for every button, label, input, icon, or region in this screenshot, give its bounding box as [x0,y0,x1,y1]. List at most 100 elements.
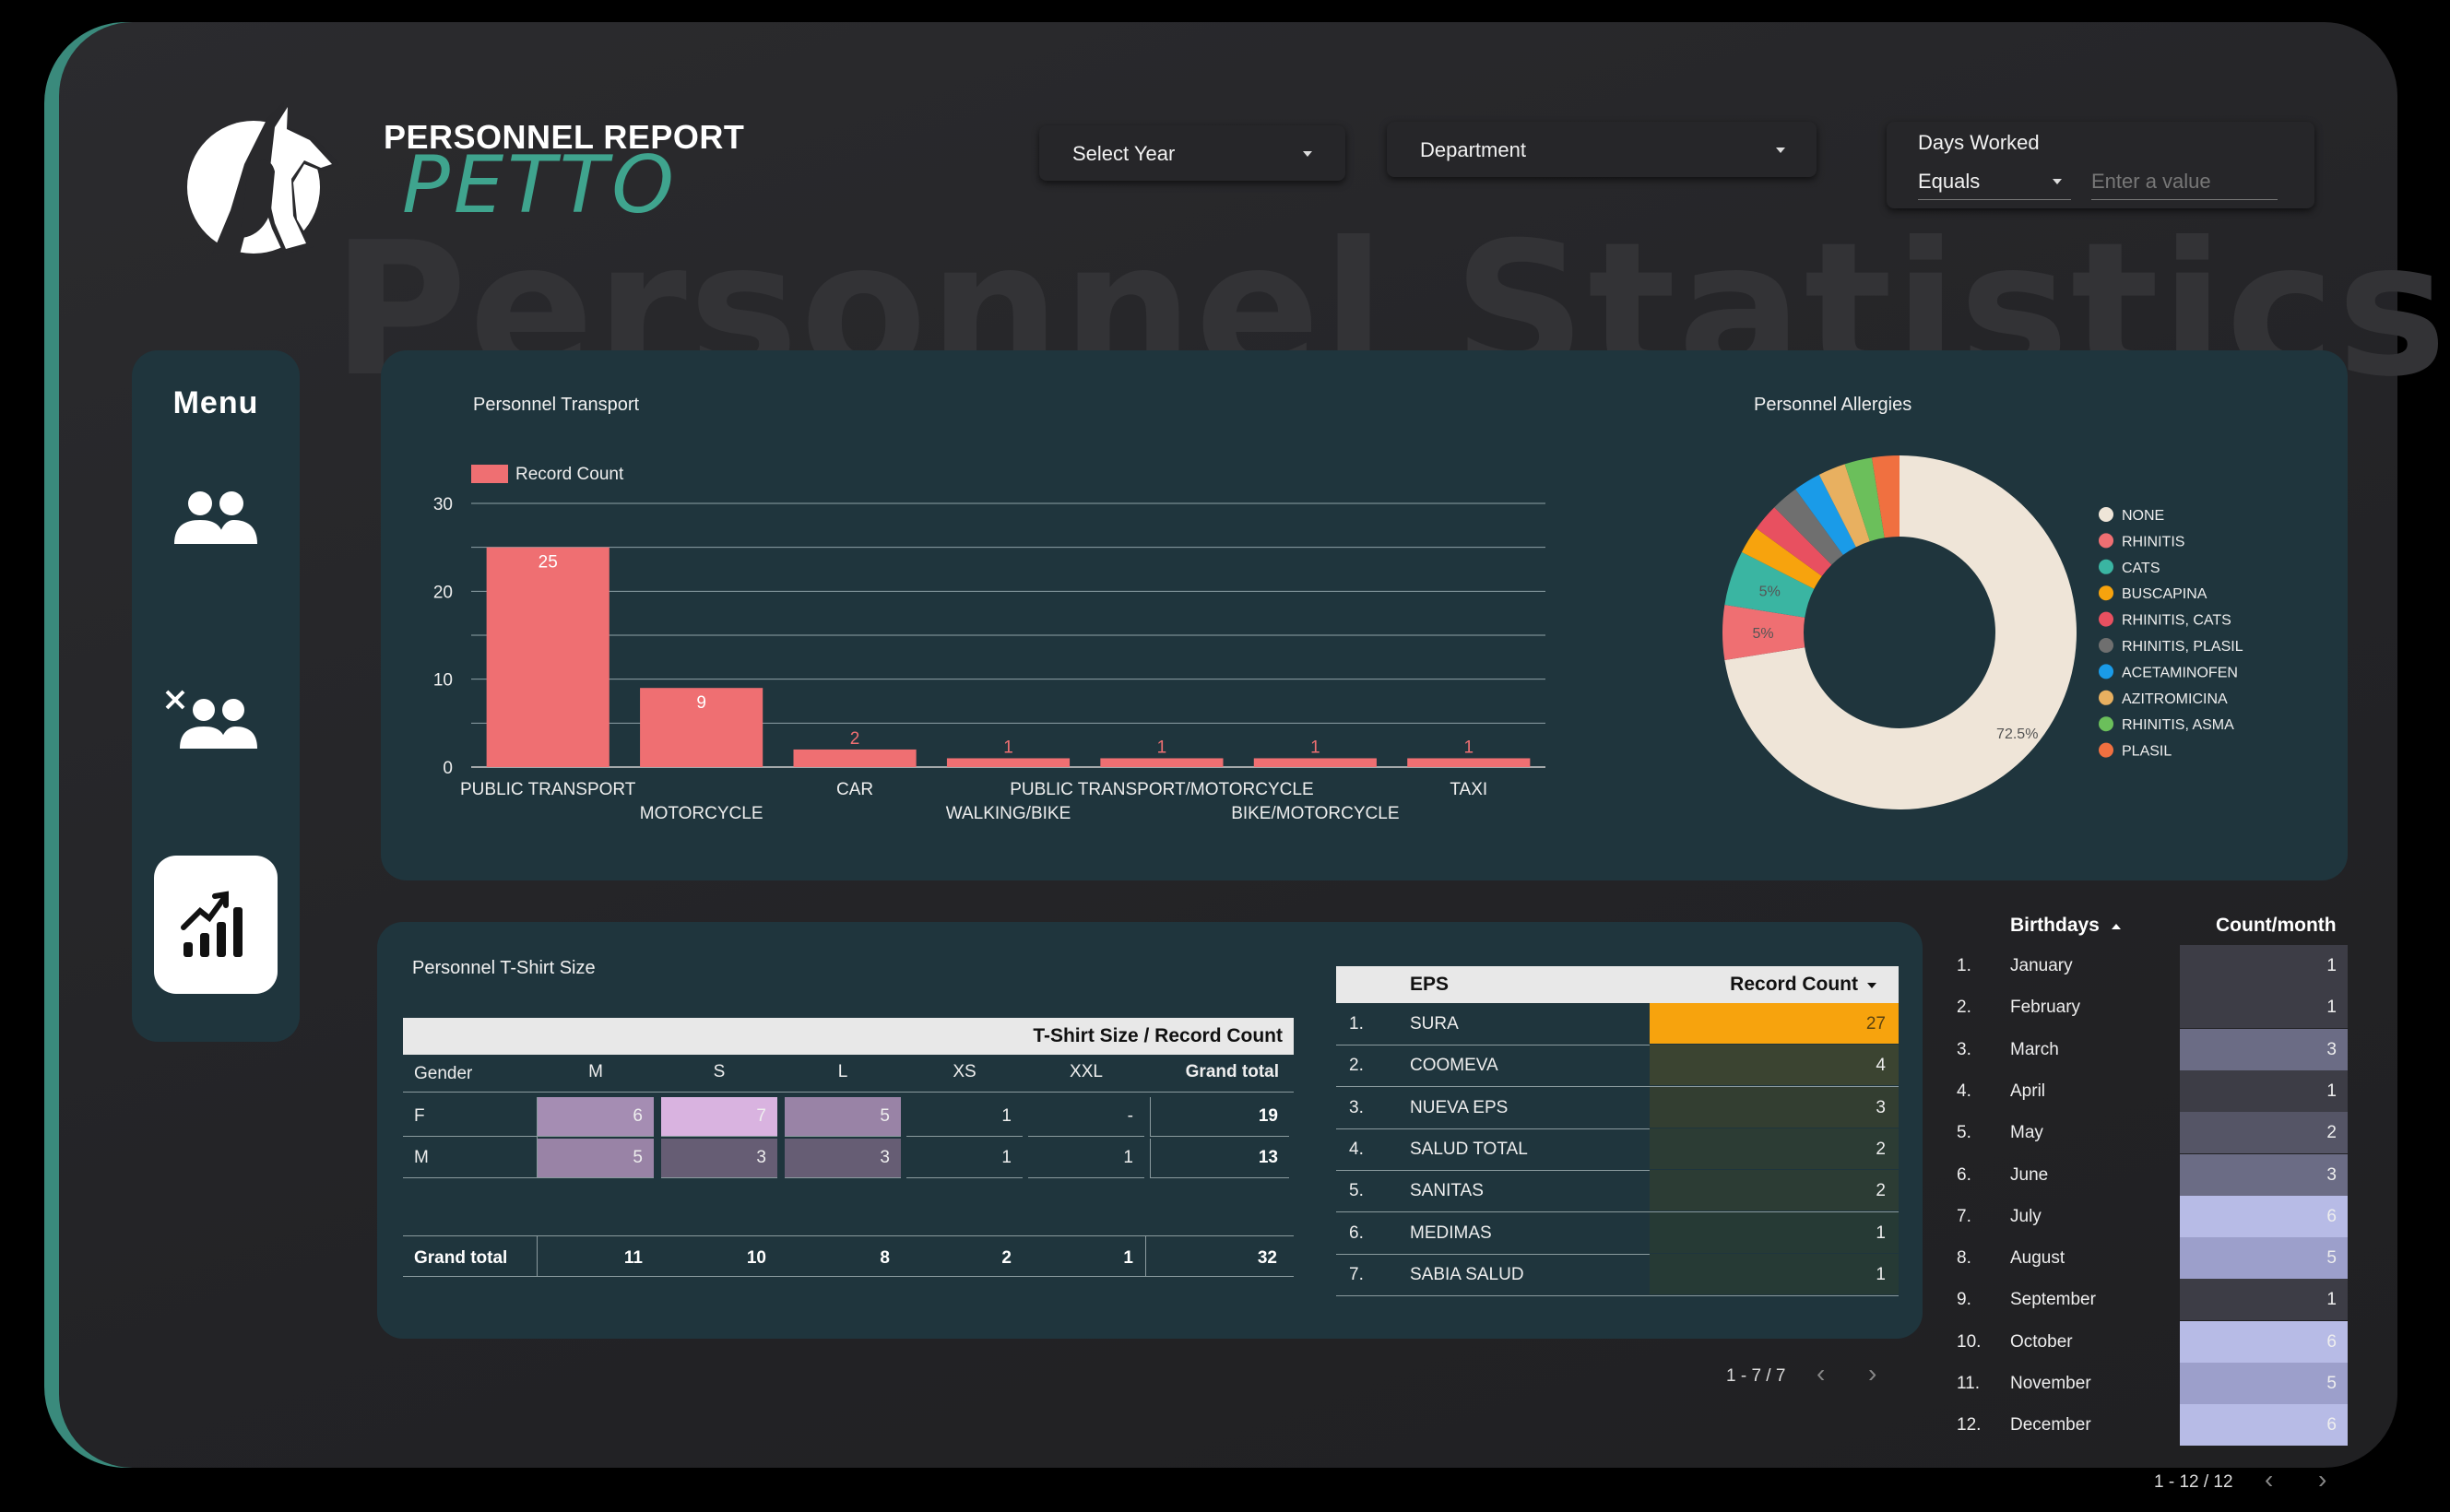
birthday-count: 6 [2326,1415,2337,1435]
bar[interactable] [486,547,610,767]
bar[interactable] [1407,758,1531,767]
birthday-count: 6 [2326,1206,2337,1226]
pie-slice[interactable] [1741,528,1822,589]
pie-slice[interactable] [1722,604,1805,661]
size-column-header: M [588,1062,603,1081]
eps-table-header: EPS Record Count [1336,966,1899,1003]
birthday-row[interactable]: 1. January 1 [1946,945,2348,986]
birthday-row-number: 4. [1957,1081,1971,1101]
pie-slice[interactable] [1774,489,1843,565]
eps-row[interactable]: 6. MEDIMAS 1 [1336,1211,1899,1255]
tshirt-cell: 5 [785,1097,901,1137]
bar[interactable] [640,688,763,767]
birthday-row[interactable]: 5. May 2 [1946,1112,2348,1154]
birthday-count: 6 [2326,1331,2337,1352]
eps-row[interactable]: 4. SALUD TOTAL 2 [1336,1128,1899,1171]
record-count-column-header[interactable]: Record Count [1730,974,1858,995]
birthday-row[interactable]: 2. February 1 [1946,986,2348,1029]
tshirt-cell-value: 5 [633,1148,643,1167]
row-divider [403,1177,538,1178]
legend-marker [2099,716,2113,732]
legend-label: ACETAMINOFEN [2122,665,2238,680]
previous-page-icon[interactable]: ‹ [1817,1359,1826,1388]
eps-row[interactable]: 2. COOMEVA 4 [1336,1045,1899,1088]
eps-row[interactable]: 5. SANITAS 2 [1336,1170,1899,1213]
next-page-icon[interactable]: › [2318,1465,2327,1494]
grand-total-value: 10 [746,1248,766,1268]
eps-row-number: 6. [1349,1223,1364,1243]
birthday-row[interactable]: 7. July 6 [1946,1195,2348,1237]
legend-marker [2099,507,2113,522]
eps-row-number: 2. [1349,1056,1364,1076]
birthday-row[interactable]: 6. June 3 [1946,1153,2348,1196]
eps-row-number: 4. [1349,1139,1364,1159]
legend-swatch [471,465,508,483]
bar[interactable] [793,749,917,767]
birthday-month: March [2010,1039,2059,1059]
days-worked-label: Days Worked [1918,131,2040,154]
birthday-count-cell [2180,1112,2348,1154]
birthday-row[interactable]: 4. April 1 [1946,1069,2348,1112]
birthday-count: 3 [2326,1039,2337,1059]
birthday-count: 1 [2326,1081,2337,1101]
slice-percent-label: 5% [1759,584,1781,599]
legend-marker [2099,742,2113,758]
people-icon[interactable] [172,489,259,549]
birthday-row[interactable]: 8. August 5 [1946,1237,2348,1280]
birthday-month: December [2010,1415,2091,1435]
eps-count-bar [1650,1003,1899,1044]
y-tick-label: 20 [433,583,453,602]
eps-name: SALUD TOTAL [1410,1139,1528,1159]
previous-page-icon[interactable]: ‹ [2265,1465,2274,1494]
birthday-row[interactable]: 11. November 5 [1946,1363,2348,1404]
tshirt-cell-value: 13 [1258,1148,1278,1167]
birthday-row[interactable]: 9. September 1 [1946,1279,2348,1321]
x-tick-label: PUBLIC TRANSPORT/MOTORCYCLE [1010,780,1313,799]
totals-bottom-border [403,1276,1294,1277]
bar[interactable] [1253,758,1377,767]
pie-slice[interactable] [1724,455,2077,809]
eps-row[interactable]: 3. NUEVA EPS 3 [1336,1086,1899,1129]
birthday-count: 5 [2326,1374,2337,1393]
eps-row[interactable]: 7. SABIA SALUD 1 [1336,1253,1899,1296]
size-column-header: XS [953,1062,976,1081]
days-worked-operator-select[interactable]: Equals [1918,166,2071,200]
next-page-icon[interactable]: › [1868,1359,1877,1388]
gender-label: M [414,1148,429,1167]
pie-slice[interactable] [1844,457,1885,542]
birthday-row[interactable]: 12. December 6 [1946,1404,2348,1447]
birthday-month: June [2010,1164,2049,1185]
eps-count: 4 [1876,1056,1886,1076]
pie-slice[interactable] [1756,507,1832,576]
x-tick-label: BIKE/MOTORCYCLE [1231,804,1399,823]
size-column-header: L [837,1062,848,1081]
size-column-header: S [713,1062,726,1081]
pie-slice[interactable] [1795,474,1856,555]
allergies-chart-title: Personnel Allergies [1754,395,1912,415]
side-menu: Menu [132,350,300,1042]
bar[interactable] [946,758,1071,767]
days-worked-value-input[interactable]: Enter a value [2091,166,2278,200]
legend-label: CATS [2122,561,2160,576]
pie-slice[interactable] [1871,455,1900,538]
stats-chart-icon [181,891,243,957]
birthday-count-cell [2180,1195,2348,1237]
department-select[interactable]: Department [1387,122,1817,177]
days-worked-filter: Days Worked Equals Enter a value [1887,122,2314,208]
people-remove-icon[interactable] [165,688,261,752]
eps-row[interactable]: 1. SURA 27 [1336,1003,1899,1045]
legend-label: RHINITIS, PLASIL [2122,639,2243,655]
tshirt-cell: 3 [661,1139,777,1178]
pie-slice[interactable] [1818,464,1870,548]
birthday-row[interactable]: 10. October 6 [1946,1320,2348,1363]
legend-marker [2099,533,2113,549]
birthday-row[interactable]: 3. March 3 [1946,1028,2348,1070]
stats-menu-button[interactable] [154,856,278,994]
x-tick-label: CAR [836,780,873,799]
bar-value-label: 2 [850,729,860,749]
bar[interactable] [1100,758,1224,767]
year-select[interactable]: Select Year [1039,125,1345,181]
pie-slice[interactable] [1724,551,1815,618]
birthdays-column-header[interactable]: Birthdays [2010,915,2100,936]
birthday-month: January [2010,956,2073,975]
